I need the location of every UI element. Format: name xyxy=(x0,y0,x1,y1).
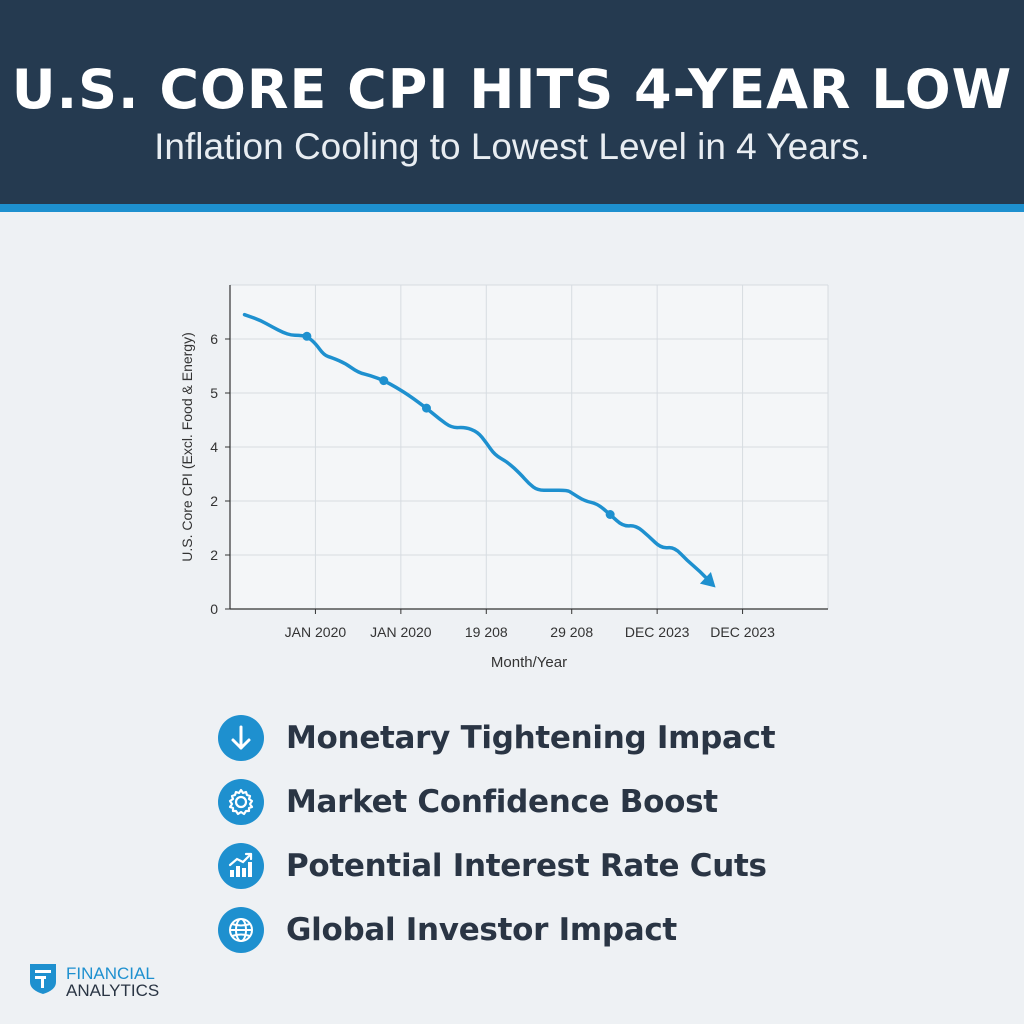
trend-arrowhead xyxy=(699,572,716,588)
brand-line-2: ANALYTICS xyxy=(66,980,160,1000)
x-axis-label: Month/Year xyxy=(491,654,567,671)
brand-name: FINANCIAL ANALYTICS xyxy=(66,965,159,999)
bullet-label: Global Investor Impact xyxy=(286,912,677,948)
page-subtitle: Inflation Cooling to Lowest Level in 4 Y… xyxy=(154,126,870,167)
y-tick-label: 4 xyxy=(210,439,218,455)
page-title: U.S. CORE CPI HITS 4-YEAR LOW xyxy=(11,58,1013,121)
brand-line-1: FINANCIAL xyxy=(66,963,155,983)
data-point-marker xyxy=(379,376,389,386)
x-tick-label: JAN 2020 xyxy=(285,624,347,640)
x-tick-label: JAN 2020 xyxy=(370,624,432,640)
growth-chart-icon xyxy=(218,843,264,889)
y-tick-label: 2 xyxy=(210,493,218,509)
bullet-list: Monetary Tightening Impact Market Confid… xyxy=(218,706,776,962)
y-axis-label: U.S. Core CPI (Excl. Food & Energy) xyxy=(179,332,195,562)
gear-icon xyxy=(218,779,264,825)
x-tick-label: DEC 2023 xyxy=(625,624,690,640)
y-tick-label: 0 xyxy=(210,601,218,617)
header-banner: U.S. CORE CPI HITS 4-YEAR LOW Inflation … xyxy=(0,0,1024,212)
bullet-label: Monetary Tightening Impact xyxy=(286,720,776,756)
bullet-label: Potential Interest Rate Cuts xyxy=(286,848,767,884)
data-point-marker xyxy=(302,331,312,341)
bullet-label: Market Confidence Boost xyxy=(286,784,718,820)
shield-logo-icon xyxy=(28,962,58,1001)
cpi-line-chart: 0 2 2 4 5 6 JAN 2020 JAN 2020 19 208 29 208 DEC 20… xyxy=(179,284,829,671)
bullet-item-monetary: Monetary Tightening Impact xyxy=(218,706,776,770)
bullet-item-rate-cuts: Potential Interest Rate Cuts xyxy=(218,834,775,898)
y-tick-label: 2 xyxy=(210,547,218,563)
y-tick-label: 6 xyxy=(210,331,218,347)
data-point-marker xyxy=(605,510,615,519)
bullet-item-confidence: Market Confidence Boost xyxy=(218,770,775,834)
x-tick-label: DEC 2023 xyxy=(710,624,775,640)
x-tick-label: 29 208 xyxy=(550,624,593,640)
brand-logo: FINANCIAL ANALYTICS xyxy=(28,962,159,1001)
bullet-item-global: Global Investor Impact xyxy=(218,898,775,962)
x-tick-label: 19 208 xyxy=(465,624,508,640)
y-tick-label: 5 xyxy=(210,385,218,401)
arrow-down-icon xyxy=(218,715,264,761)
globe-icon xyxy=(218,907,264,953)
data-point-marker xyxy=(421,403,431,413)
